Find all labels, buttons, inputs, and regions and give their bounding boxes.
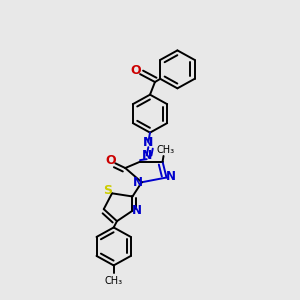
Text: N: N [132, 204, 142, 217]
Text: O: O [130, 64, 141, 77]
Text: N: N [166, 170, 176, 183]
Text: N: N [143, 136, 154, 148]
Text: CH₃: CH₃ [157, 145, 175, 155]
Text: N: N [142, 149, 152, 162]
Text: O: O [106, 154, 116, 167]
Text: CH₃: CH₃ [105, 275, 123, 286]
Text: S: S [103, 184, 112, 197]
Text: N: N [133, 176, 142, 189]
